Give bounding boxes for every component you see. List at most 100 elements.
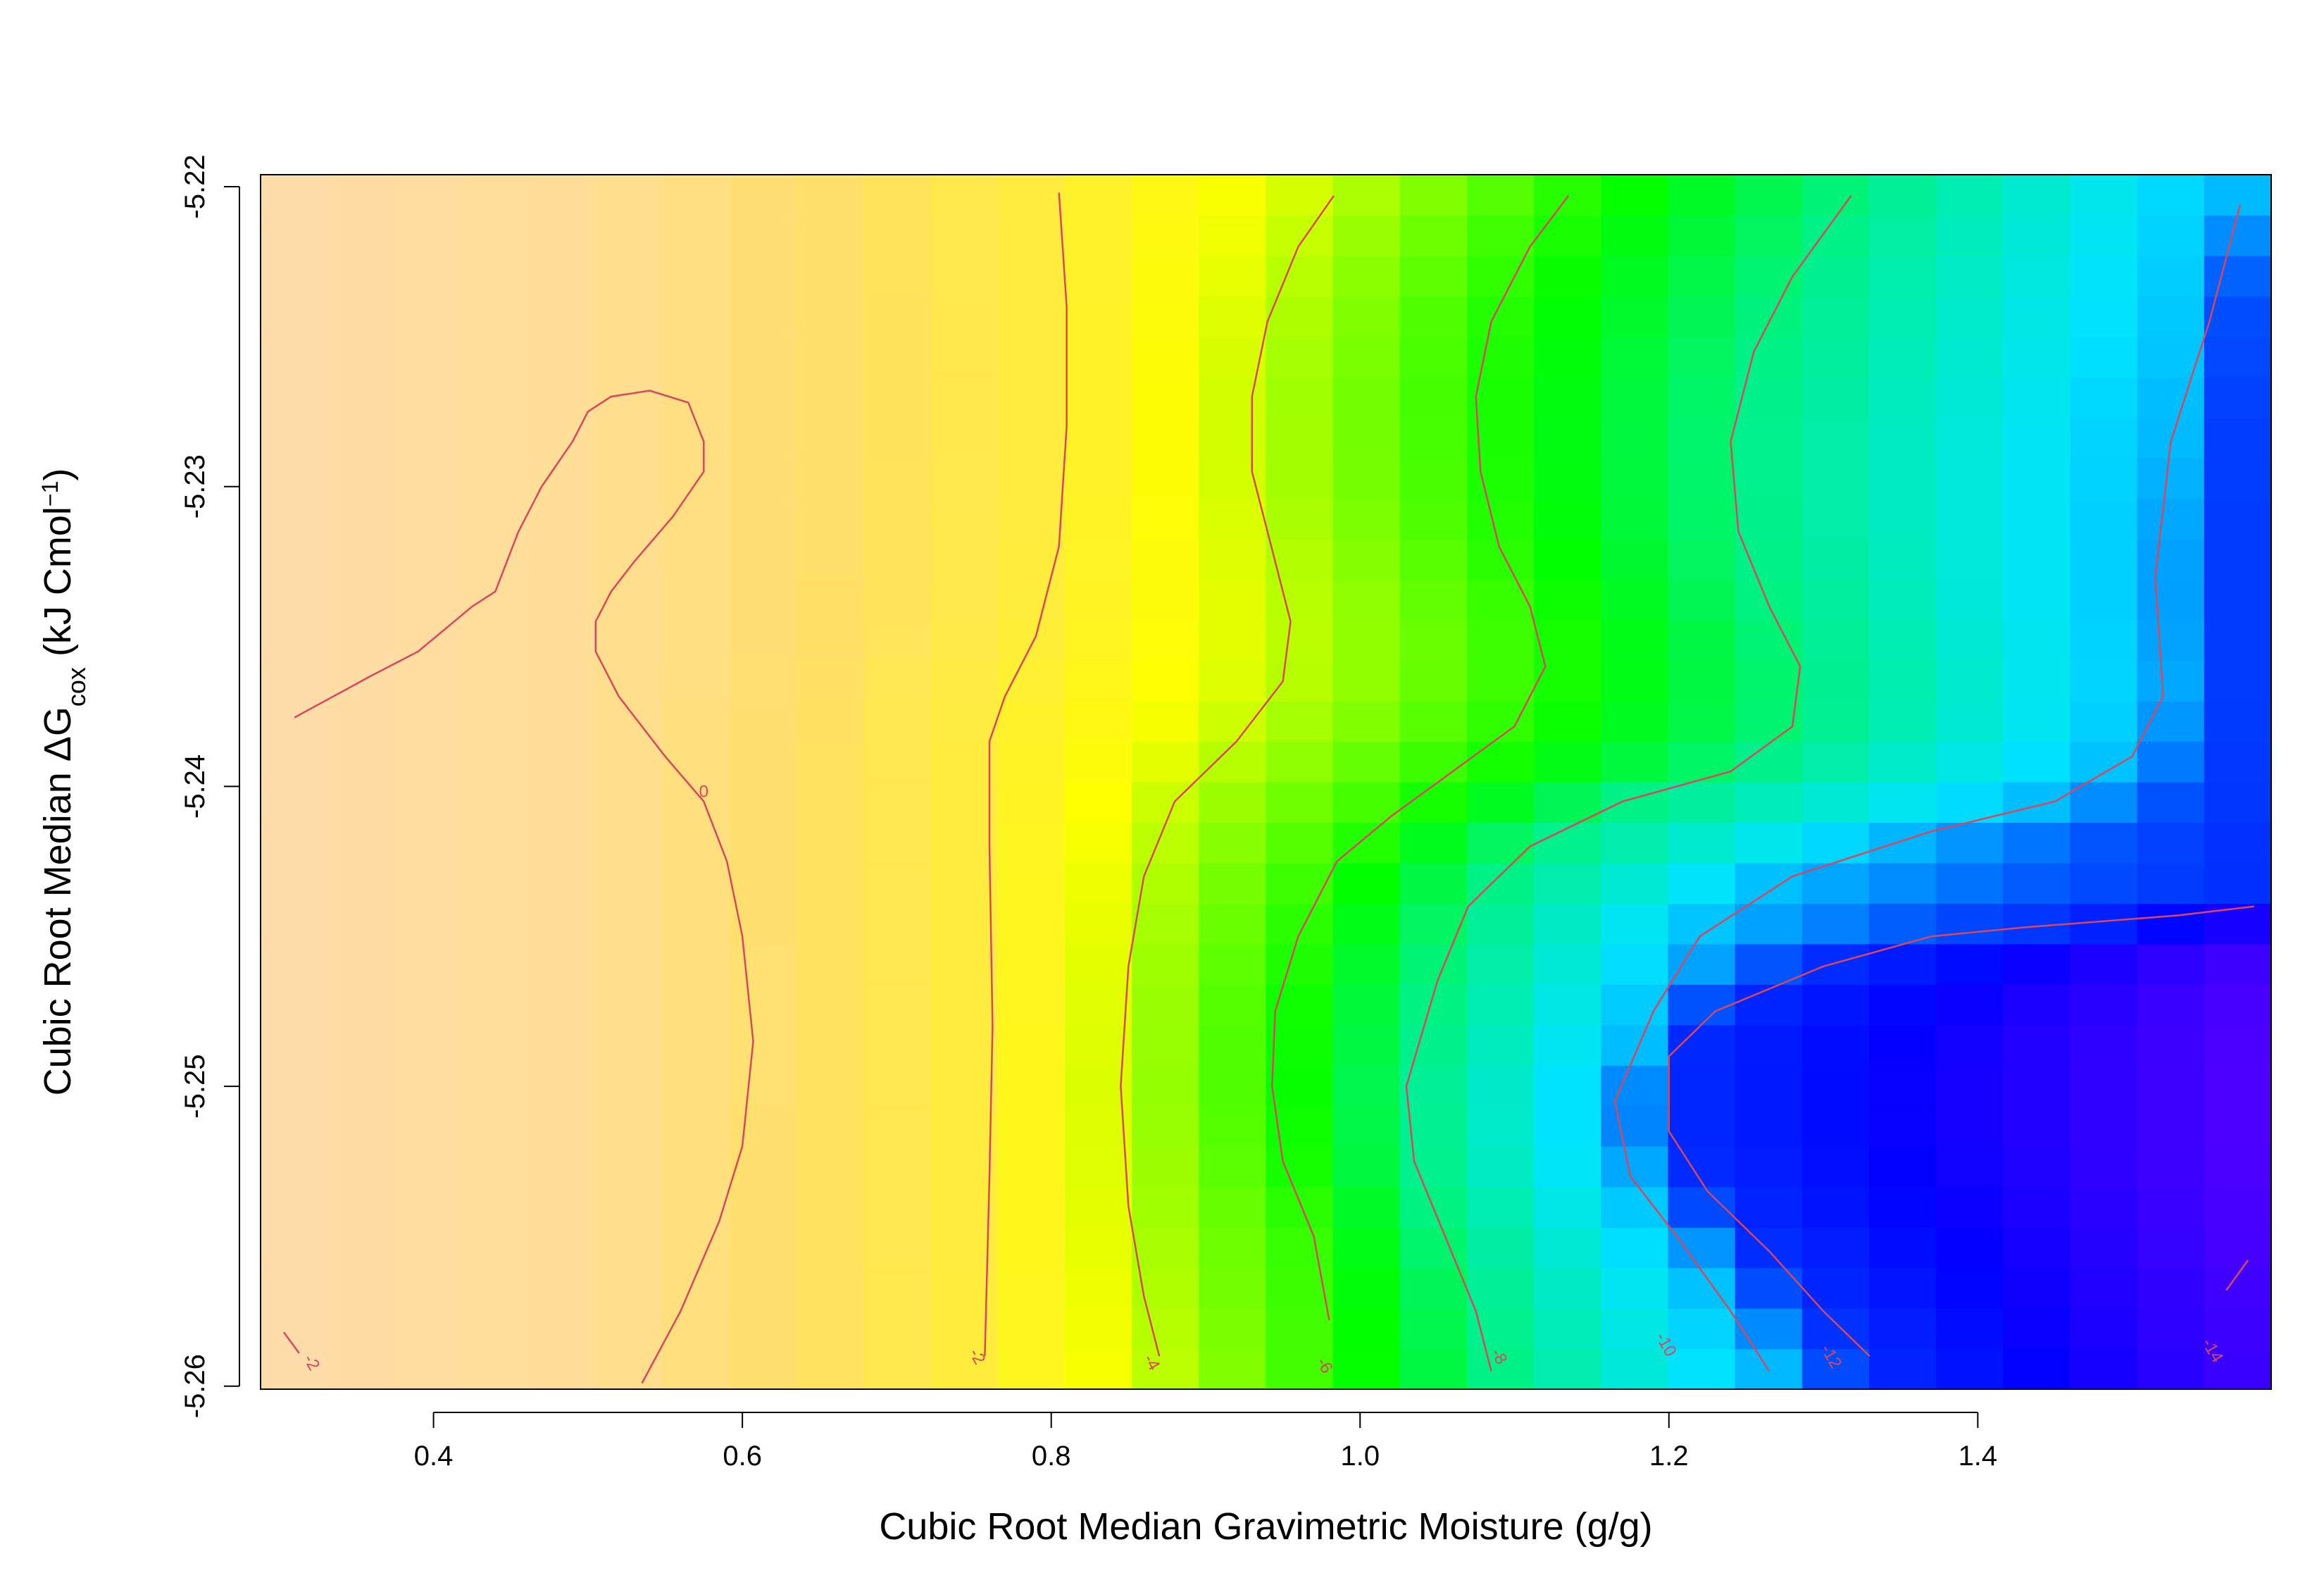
- heatmap-cell: [1065, 782, 1132, 823]
- heatmap-cell: [730, 822, 797, 864]
- heatmap-cell: [1936, 1227, 2004, 1269]
- heatmap-cell: [796, 377, 865, 418]
- heatmap-cell: [595, 1146, 663, 1188]
- heatmap-cell: [730, 215, 797, 256]
- heatmap-cell: [1534, 377, 1601, 418]
- heatmap-cell: [1936, 539, 2004, 580]
- heatmap-cell: [1332, 1267, 1401, 1309]
- heatmap-cell: [2003, 1308, 2071, 1350]
- heatmap-cell: [2137, 539, 2205, 580]
- heatmap-cell: [2204, 1186, 2272, 1228]
- heatmap-cell: [2070, 620, 2138, 661]
- y-axis: -5.26 -5.25 -5.24 -5.23 -5.22: [180, 154, 240, 1418]
- heatmap-cell: [528, 1348, 596, 1390]
- heatmap-cell: [1534, 862, 1601, 904]
- contour-line: [1120, 195, 1335, 1357]
- heatmap-cell: [1801, 255, 1870, 297]
- y-axis-title-superscript: −1: [37, 481, 63, 506]
- heatmap-cell: [997, 1186, 1066, 1228]
- heatmap-cell: [930, 1065, 999, 1107]
- heatmap-cell: [1332, 1105, 1401, 1147]
- heatmap-cell: [595, 903, 663, 945]
- heatmap-cell: [2003, 175, 2071, 216]
- heatmap-cell: [863, 1227, 932, 1269]
- heatmap-cell: [1467, 660, 1535, 702]
- heatmap-cell: [1467, 1024, 1535, 1066]
- heatmap-cell: [2003, 215, 2071, 256]
- heatmap-cell: [796, 539, 865, 580]
- heatmap-cell: [1399, 579, 1468, 621]
- heatmap-cell: [1332, 539, 1401, 580]
- heatmap-cell: [528, 984, 596, 1026]
- heatmap-cell: [796, 1024, 865, 1066]
- heatmap-cell: [528, 1146, 596, 1188]
- heatmap-cell: [930, 903, 999, 945]
- heatmap-cell: [1735, 822, 1803, 864]
- heatmap-cell: [1132, 498, 1199, 540]
- heatmap-cell: [796, 1065, 865, 1107]
- heatmap-cell: [1534, 296, 1601, 337]
- heatmap-cell: [595, 741, 663, 783]
- heatmap-cell: [528, 539, 596, 580]
- heatmap-cell: [394, 1267, 463, 1309]
- heatmap-cell: [595, 296, 663, 337]
- heatmap-cell: [730, 1105, 797, 1147]
- heatmap-cell: [796, 862, 865, 904]
- heatmap-cell: [997, 741, 1066, 783]
- heatmap-cell: [1601, 175, 1669, 216]
- heatmap-cell: [327, 1105, 395, 1147]
- heatmap-cell: [1801, 498, 1870, 540]
- heatmap-cell: [1801, 175, 1870, 216]
- heatmap-cell: [1132, 1227, 1199, 1269]
- heatmap-cell: [461, 1024, 530, 1066]
- heatmap-cell: [1869, 255, 1937, 297]
- heatmap-cell: [1399, 1024, 1468, 1066]
- heatmap-cell: [930, 943, 999, 985]
- heatmap-cell: [327, 458, 395, 499]
- heatmap-cell: [261, 1267, 328, 1309]
- heatmap-cell: [1065, 984, 1132, 1026]
- heatmap-cell: [2003, 701, 2071, 742]
- heatmap-cell: [1936, 215, 2004, 256]
- heatmap-cell: [2003, 417, 2071, 459]
- heatmap-cell: [2070, 943, 2138, 985]
- heatmap-cell: [1399, 984, 1468, 1026]
- heatmap-cell: [1601, 417, 1669, 459]
- heatmap-cell: [1869, 539, 1937, 580]
- heatmap-cell: [1936, 1186, 2004, 1228]
- heatmap-cell: [2070, 1348, 2138, 1390]
- heatmap-cell: [1132, 175, 1199, 216]
- heatmap-cell: [930, 539, 999, 580]
- heatmap-cell: [997, 417, 1066, 459]
- heatmap-cell: [1601, 903, 1669, 945]
- heatmap-cell: [997, 175, 1066, 216]
- heatmap-cell: [997, 943, 1066, 985]
- heatmap-cell: [1399, 215, 1468, 256]
- heatmap-cell: [1399, 943, 1468, 985]
- heatmap-cell: [1668, 296, 1736, 337]
- heatmap-cell: [595, 377, 663, 418]
- heatmap-cell: [1869, 620, 1937, 661]
- heatmap-cell: [1801, 1348, 1870, 1390]
- heatmap-cell: [1601, 1024, 1669, 1066]
- heatmap-cell: [461, 903, 530, 945]
- heatmap-cell: [930, 175, 999, 216]
- heatmap-cell: [2070, 175, 2138, 216]
- heatmap-cell: [394, 822, 463, 864]
- heatmap-cell: [796, 741, 865, 783]
- heatmap-cell: [2204, 1065, 2272, 1107]
- heatmap-cell: [327, 255, 395, 297]
- heatmap-cell: [1668, 1186, 1736, 1228]
- heatmap-cell: [863, 741, 932, 783]
- heatmap-cell: [1199, 458, 1267, 499]
- heatmap-cell: [1735, 1267, 1803, 1309]
- heatmap-cell: [1199, 741, 1267, 783]
- heatmap-cell: [1065, 620, 1132, 661]
- heatmap-cell: [2003, 296, 2071, 337]
- heatmap-cell: [1534, 782, 1601, 823]
- heatmap-cell: [1601, 862, 1669, 904]
- heatmap-cell: [1735, 539, 1803, 580]
- heatmap-cell: [1869, 701, 1937, 742]
- heatmap-cell: [1801, 701, 1870, 742]
